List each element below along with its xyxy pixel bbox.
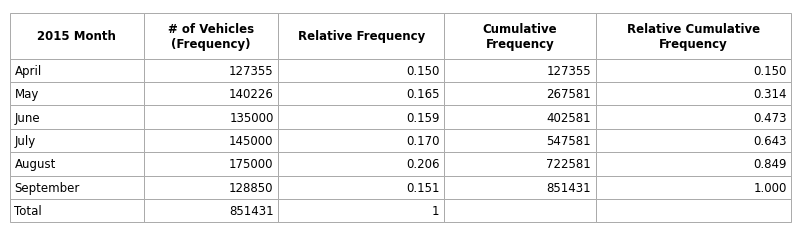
Text: Cumulative
Frequency: Cumulative Frequency	[483, 22, 557, 50]
Text: 175000: 175000	[229, 158, 274, 171]
Text: July: July	[14, 134, 36, 147]
Text: June: June	[14, 111, 40, 124]
Text: # of Vehicles
(Frequency): # of Vehicles (Frequency)	[168, 22, 254, 50]
Text: 0.159: 0.159	[406, 111, 440, 124]
Bar	[445, 83, 596, 106]
Bar	[144, 59, 279, 83]
Bar	[445, 153, 596, 176]
Bar	[445, 14, 596, 59]
Text: August: August	[14, 158, 56, 171]
Text: 135000: 135000	[229, 111, 274, 124]
Text: 2015 Month: 2015 Month	[38, 30, 116, 43]
Bar	[445, 129, 596, 153]
Bar	[279, 199, 445, 222]
Text: 851431: 851431	[229, 204, 274, 217]
Text: Relative Frequency: Relative Frequency	[298, 30, 425, 43]
Bar	[144, 106, 279, 129]
Bar	[10, 83, 144, 106]
Text: 267581: 267581	[546, 88, 591, 101]
Text: 0.150: 0.150	[753, 64, 787, 77]
Bar	[144, 199, 279, 222]
Bar	[445, 176, 596, 199]
Bar	[10, 106, 144, 129]
Bar	[10, 14, 144, 59]
Text: April: April	[14, 64, 42, 77]
Text: 0.150: 0.150	[406, 64, 440, 77]
Text: 0.151: 0.151	[406, 181, 440, 194]
Text: 402581: 402581	[546, 111, 591, 124]
Bar	[279, 153, 445, 176]
Bar	[10, 199, 144, 222]
Bar	[596, 83, 791, 106]
Bar	[279, 83, 445, 106]
Text: 1: 1	[432, 204, 440, 217]
Bar	[596, 129, 791, 153]
Bar	[144, 129, 279, 153]
Bar	[596, 106, 791, 129]
Text: 0.473: 0.473	[753, 111, 787, 124]
Bar	[10, 59, 144, 83]
Text: 128850: 128850	[229, 181, 274, 194]
Text: 0.314: 0.314	[753, 88, 787, 101]
Bar	[144, 153, 279, 176]
Bar	[279, 106, 445, 129]
Bar	[10, 129, 144, 153]
Text: 722581: 722581	[546, 158, 591, 171]
Text: 851431: 851431	[546, 181, 591, 194]
Bar	[596, 199, 791, 222]
Bar	[596, 176, 791, 199]
Bar	[596, 153, 791, 176]
Bar	[596, 59, 791, 83]
Text: Total: Total	[14, 204, 42, 217]
Bar	[144, 83, 279, 106]
Bar	[445, 59, 596, 83]
Bar	[445, 199, 596, 222]
Text: Relative Cumulative
Frequency: Relative Cumulative Frequency	[627, 22, 760, 50]
Bar	[279, 129, 445, 153]
Text: 140226: 140226	[229, 88, 274, 101]
Text: 0.206: 0.206	[406, 158, 440, 171]
Bar	[144, 176, 279, 199]
Text: 0.643: 0.643	[753, 134, 787, 147]
Text: 145000: 145000	[229, 134, 274, 147]
Bar	[10, 153, 144, 176]
Text: May: May	[14, 88, 38, 101]
Text: 547581: 547581	[546, 134, 591, 147]
Text: 127355: 127355	[546, 64, 591, 77]
Bar	[144, 14, 279, 59]
Text: 127355: 127355	[229, 64, 274, 77]
Text: 0.170: 0.170	[406, 134, 440, 147]
Text: 1.000: 1.000	[753, 181, 787, 194]
Text: September: September	[14, 181, 80, 194]
Bar	[279, 14, 445, 59]
Bar	[10, 176, 144, 199]
Text: 0.849: 0.849	[753, 158, 787, 171]
Bar	[279, 59, 445, 83]
Bar	[279, 176, 445, 199]
Text: 0.165: 0.165	[406, 88, 440, 101]
Bar	[596, 14, 791, 59]
Bar	[445, 106, 596, 129]
